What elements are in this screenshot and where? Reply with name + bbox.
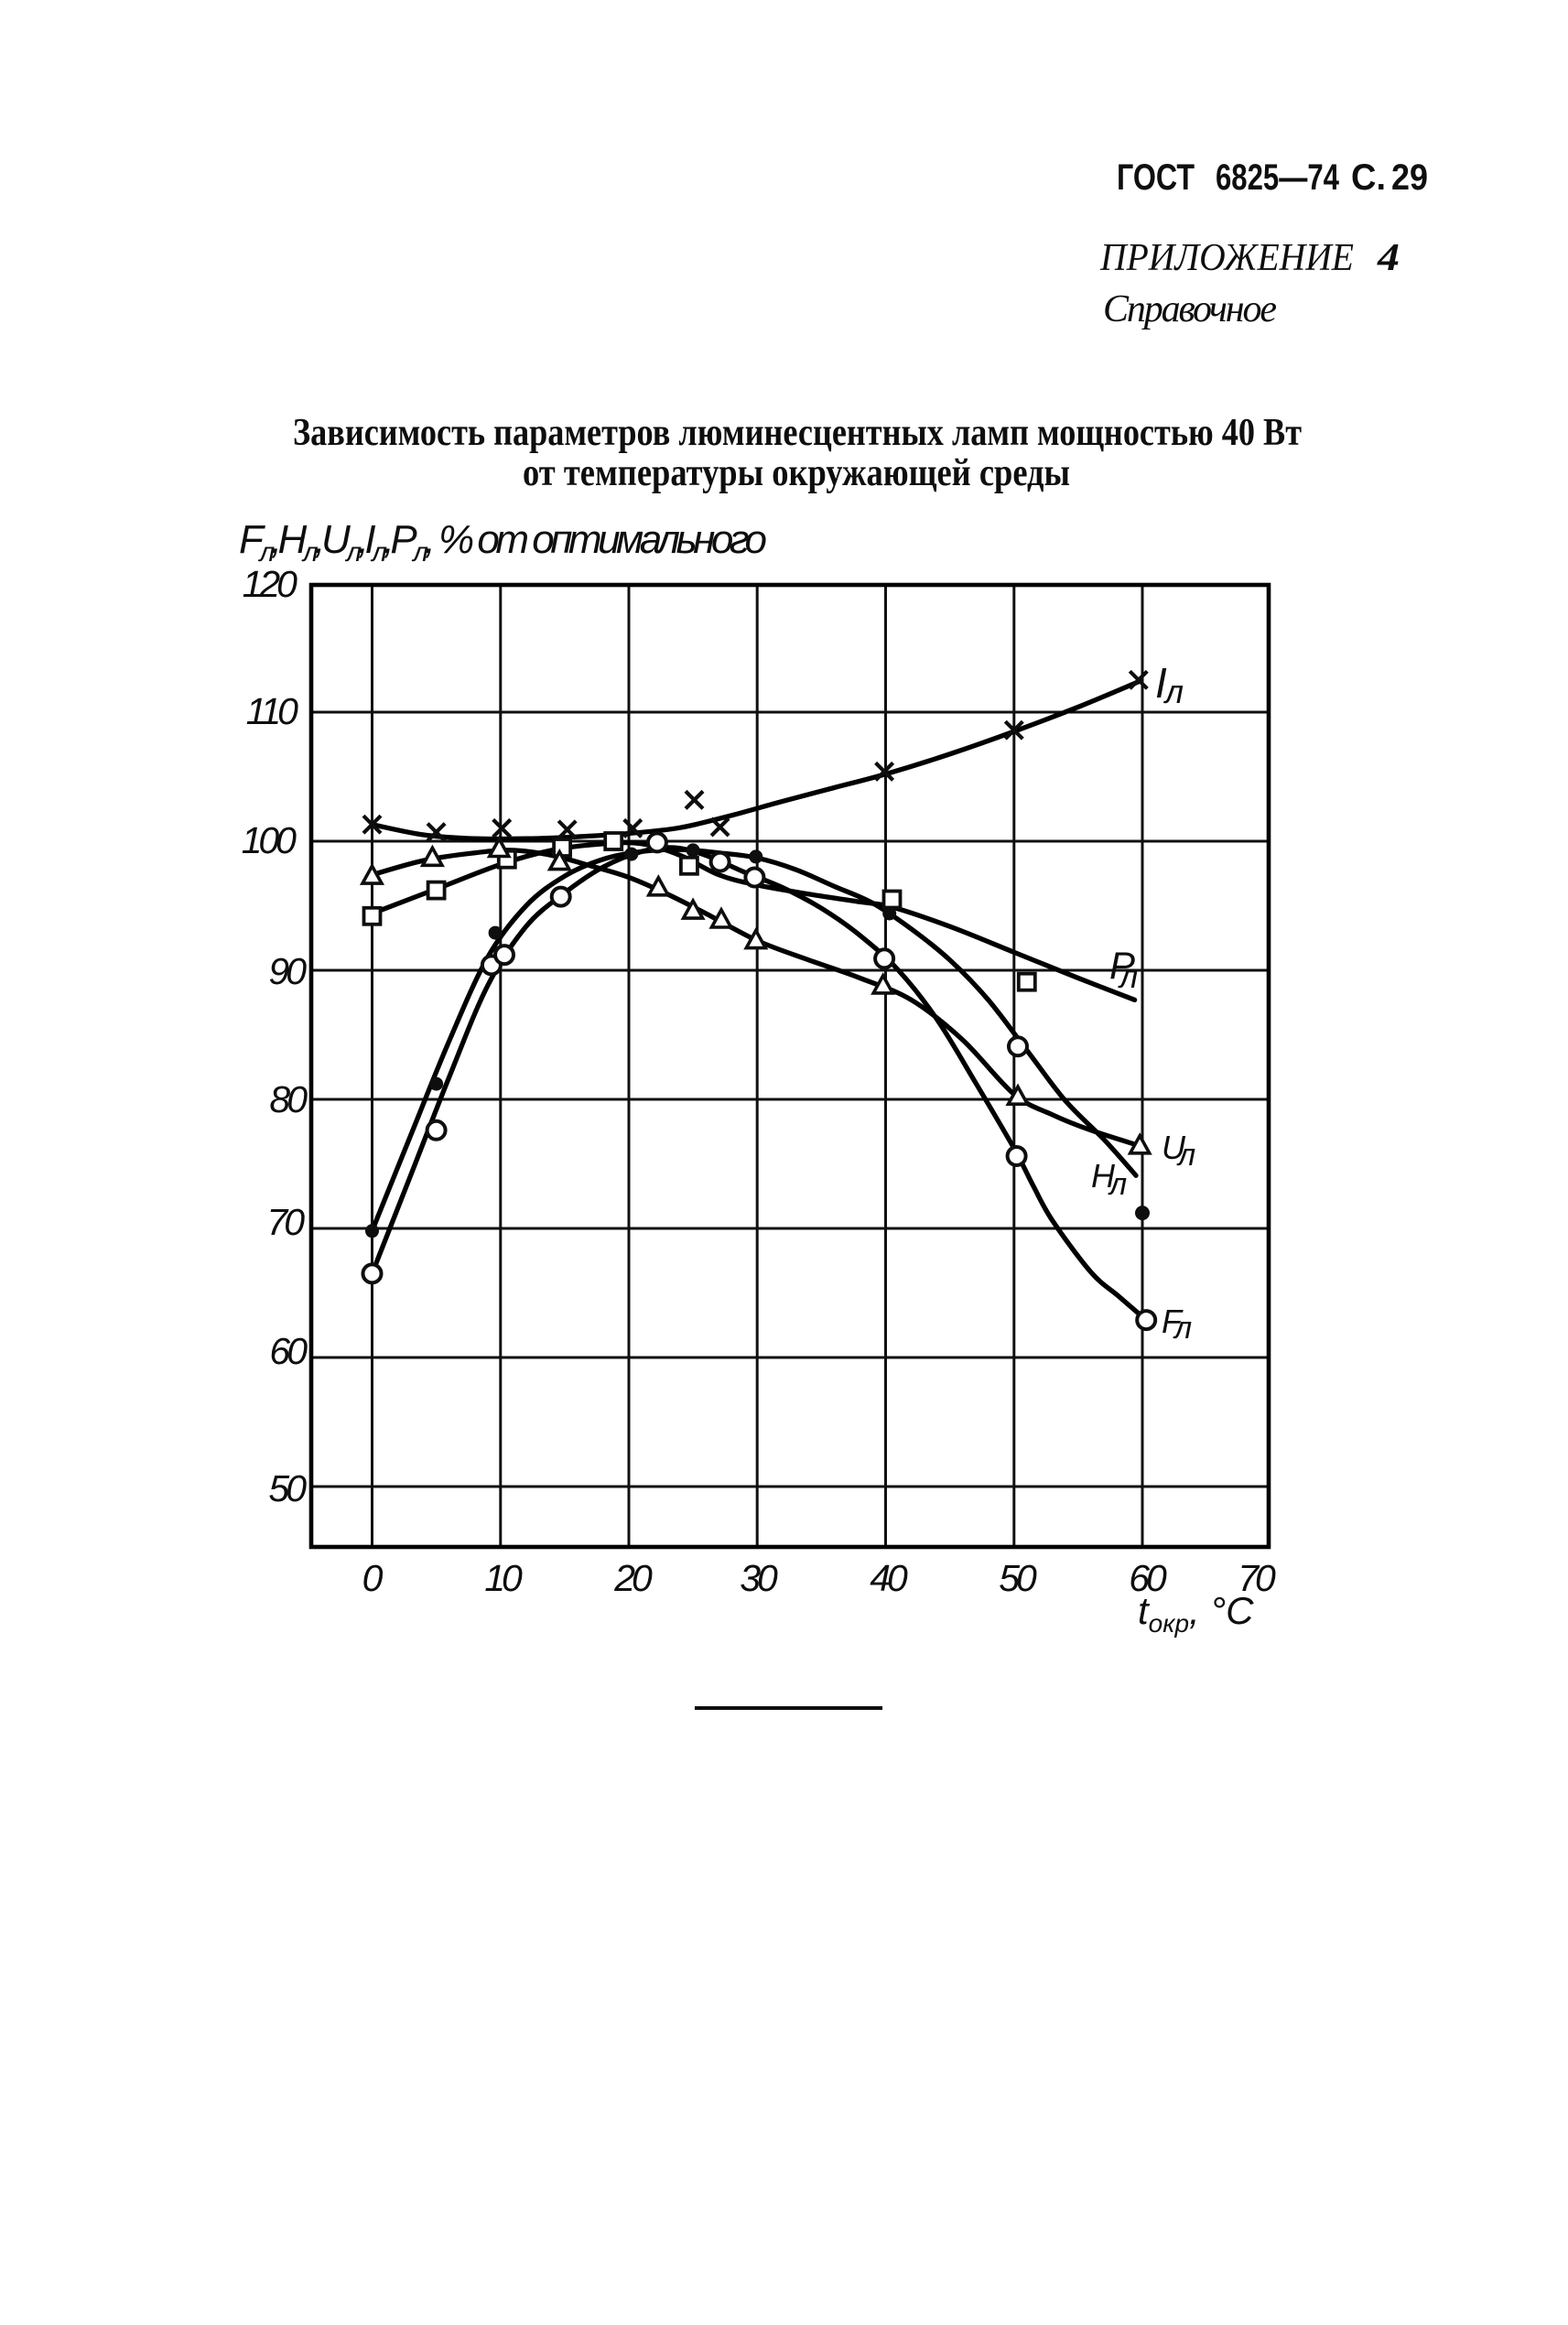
svg-text:30: 30: [740, 1557, 778, 1599]
svg-text:Iл: Iл: [1155, 659, 1184, 710]
svg-text:Зависимость параметров люминес: Зависимость параметров люминесцентных ла…: [293, 412, 1302, 454]
svg-text:от температуры окружающей сред: от температуры окружающей среды: [523, 452, 1070, 494]
svg-text:90: 90: [268, 950, 307, 992]
svg-text:70: 70: [266, 1201, 305, 1243]
svg-text:80: 80: [269, 1078, 308, 1120]
svg-text:120: 120: [243, 563, 298, 605]
svg-text:Fл,Hл,Uл,Iл,Pл, % от оптимальн: Fл,Hл,Uл,Iл,Pл, % от оптимального: [239, 517, 767, 568]
svg-text:Pл: Pл: [1109, 944, 1138, 995]
svg-text:Fл: Fл: [1162, 1303, 1192, 1346]
svg-text:С.: С.: [1351, 157, 1386, 198]
svg-text:Справочное: Справочное: [1103, 288, 1277, 330]
svg-text:6825—74: 6825—74: [1216, 157, 1340, 198]
svg-text:50: 50: [268, 1467, 307, 1509]
svg-text:29: 29: [1391, 157, 1428, 198]
svg-text:50: 50: [999, 1557, 1037, 1599]
svg-text:40: 40: [870, 1557, 908, 1599]
svg-text:ГОСТ: ГОСТ: [1117, 157, 1195, 198]
svg-text:100: 100: [242, 819, 297, 861]
svg-text:ПРИЛОЖЕНИЕ: ПРИЛОЖЕНИЕ: [1099, 237, 1354, 279]
svg-text:110: 110: [246, 690, 299, 732]
svg-text:4: 4: [1377, 237, 1400, 279]
svg-text:20: 20: [613, 1557, 653, 1599]
svg-text:60: 60: [269, 1330, 308, 1372]
svg-text:10: 10: [484, 1557, 523, 1599]
svg-text:0: 0: [362, 1557, 384, 1599]
svg-text:Hл: Hл: [1091, 1157, 1127, 1202]
svg-text:Uл: Uл: [1162, 1129, 1195, 1173]
